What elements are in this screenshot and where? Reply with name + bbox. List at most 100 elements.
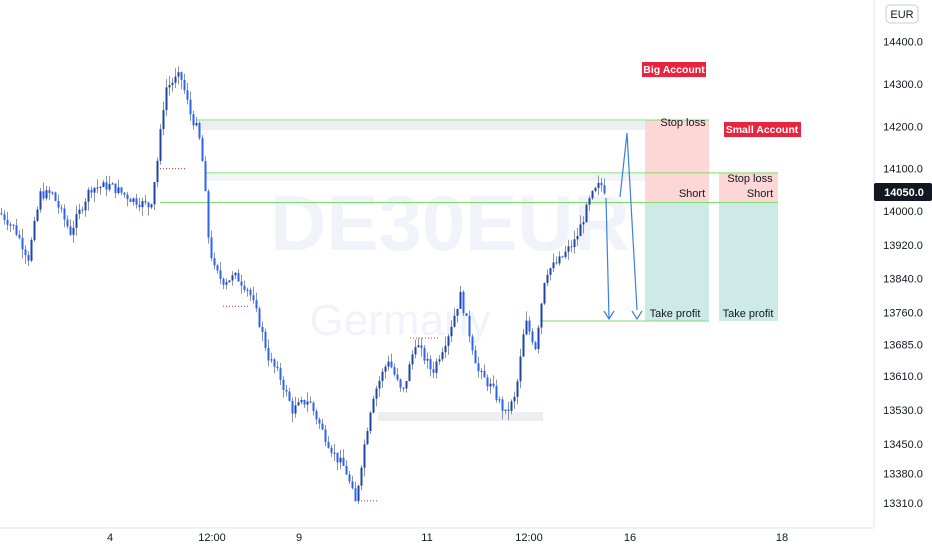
y-tick-label: 13610.0 bbox=[883, 371, 923, 383]
candle-body bbox=[204, 161, 207, 192]
x-tick-label: 12:00 bbox=[198, 532, 226, 544]
y-tick-label: 14400.0 bbox=[883, 37, 923, 49]
x-tick-label: 11 bbox=[421, 532, 432, 544]
candle-body bbox=[423, 347, 426, 361]
candle-body bbox=[270, 359, 273, 361]
candle-body bbox=[438, 359, 441, 362]
candle-body bbox=[498, 399, 501, 401]
candle-body bbox=[87, 189, 90, 202]
candle-body bbox=[57, 200, 60, 208]
y-tick-label: 13310.0 bbox=[883, 498, 923, 510]
candle-body bbox=[24, 249, 27, 256]
candle-body bbox=[450, 326, 453, 337]
candle-body bbox=[171, 82, 174, 86]
candle-body bbox=[411, 354, 414, 365]
candle-body bbox=[462, 291, 465, 314]
candle-body bbox=[90, 189, 93, 193]
stop-zone-small bbox=[719, 172, 778, 203]
candle-body bbox=[318, 419, 321, 424]
candle-body bbox=[351, 481, 354, 489]
candle-body bbox=[561, 256, 564, 258]
arrow-small-head bbox=[603, 310, 615, 321]
candle-body bbox=[516, 381, 519, 397]
candle-body bbox=[147, 202, 150, 208]
x-tick-label: 12:00 bbox=[515, 532, 543, 544]
short-label-small: Short bbox=[747, 188, 773, 200]
y-tick-label: 13450.0 bbox=[883, 439, 923, 451]
candle-body bbox=[330, 447, 333, 453]
candle-body bbox=[309, 401, 312, 403]
candle-body bbox=[582, 222, 585, 225]
candle-body bbox=[132, 198, 135, 202]
candle-body bbox=[306, 401, 309, 405]
candle-body bbox=[378, 380, 381, 389]
candle-body bbox=[126, 194, 129, 200]
candle-body bbox=[519, 356, 522, 382]
candle-body bbox=[333, 452, 336, 454]
candle-body bbox=[468, 315, 471, 337]
time-axis[interactable]: 4 12:00 9 11 12:00 16 18 bbox=[0, 527, 874, 544]
candle-body bbox=[534, 342, 537, 350]
x-tick-label: 4 bbox=[107, 532, 113, 544]
candle-body bbox=[195, 122, 198, 126]
candle-body bbox=[144, 200, 147, 203]
candle-body bbox=[387, 361, 390, 367]
candle-body bbox=[48, 190, 51, 194]
level-lines bbox=[160, 119, 778, 502]
candle-body bbox=[138, 204, 141, 208]
candle-body bbox=[198, 122, 201, 139]
candle-body bbox=[186, 90, 189, 100]
candle-body bbox=[192, 114, 195, 126]
candle-body bbox=[234, 272, 237, 276]
candle-body bbox=[222, 278, 225, 285]
candle-body bbox=[399, 379, 402, 388]
candle-body bbox=[216, 265, 219, 271]
candle-body bbox=[237, 272, 240, 282]
candle-body bbox=[552, 262, 555, 269]
candle-body bbox=[297, 402, 300, 406]
candle-body bbox=[576, 236, 579, 240]
band-stop-big bbox=[198, 121, 645, 131]
arrow-big-head bbox=[631, 310, 643, 321]
candle-body bbox=[240, 281, 243, 286]
candle-body bbox=[285, 389, 288, 392]
candle-body bbox=[546, 274, 549, 284]
candle-body bbox=[414, 347, 417, 355]
candle-body bbox=[396, 374, 399, 380]
candle-body bbox=[594, 187, 597, 192]
candle-body bbox=[525, 320, 528, 335]
candle-body bbox=[510, 401, 513, 411]
y-tick-label: 13840.0 bbox=[883, 274, 923, 286]
projection-arrows bbox=[603, 132, 643, 321]
candle-body bbox=[312, 402, 315, 412]
candle-body bbox=[357, 485, 360, 502]
price-axis[interactable]: 14400.0 14300.0 14200.0 14100.0 14000.0 13920… bbox=[873, 0, 932, 550]
candle-body bbox=[528, 320, 531, 332]
candle-body bbox=[99, 186, 102, 188]
candle-body bbox=[564, 251, 567, 257]
candle-body bbox=[336, 452, 339, 463]
candle-body bbox=[558, 256, 561, 264]
candle-body bbox=[402, 387, 405, 389]
candle-body bbox=[42, 191, 45, 199]
candle-body bbox=[294, 405, 297, 414]
candle-body bbox=[465, 313, 468, 316]
candle-body bbox=[300, 400, 303, 403]
candle-body bbox=[6, 219, 9, 225]
candle-body bbox=[3, 214, 6, 220]
candle-body bbox=[12, 224, 15, 226]
candle-body bbox=[276, 366, 279, 369]
candle-body bbox=[441, 352, 444, 360]
candle-body bbox=[84, 201, 87, 211]
candle-body bbox=[549, 268, 552, 275]
candle-body bbox=[93, 187, 96, 193]
small-account-badge-text: Small Account bbox=[726, 124, 799, 136]
currency-button[interactable]: EUR bbox=[885, 4, 919, 24]
candle-body bbox=[258, 308, 261, 327]
candle-body bbox=[339, 457, 342, 463]
candle-body bbox=[501, 399, 504, 411]
candle-body bbox=[282, 379, 285, 390]
candle-body bbox=[390, 361, 393, 368]
candle-body bbox=[543, 283, 546, 304]
